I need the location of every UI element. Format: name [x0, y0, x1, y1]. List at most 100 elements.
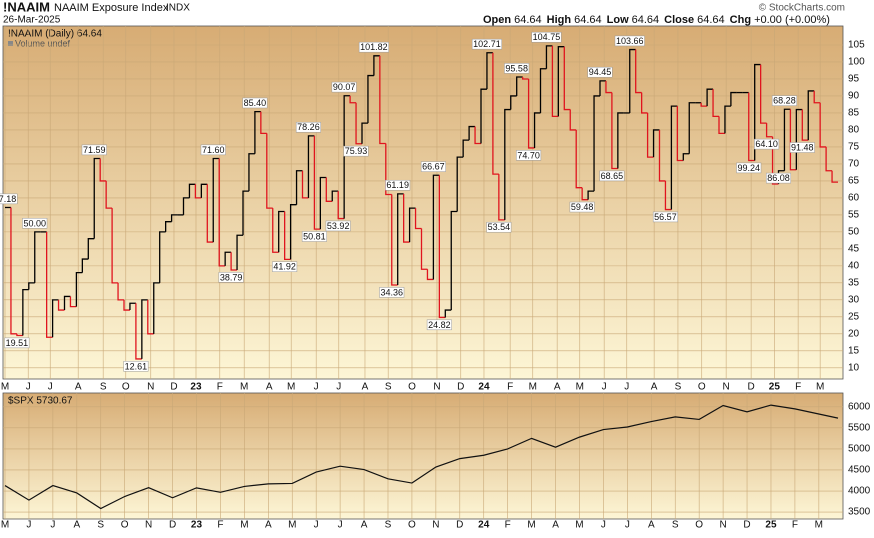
- step-segment: [724, 105, 731, 134]
- x-tick-label: M: [240, 520, 248, 531]
- y-tick-label: 95: [848, 74, 860, 85]
- step-segment: [391, 194, 398, 286]
- step-segment: [289, 204, 297, 260]
- step-segment: [200, 183, 208, 198]
- x-tick-label: A: [651, 382, 658, 393]
- step-segment: [230, 252, 238, 271]
- step-segment: [325, 177, 333, 202]
- data-label-box: [736, 162, 762, 174]
- step-segment: [700, 102, 708, 107]
- x-tick-label: F: [795, 382, 801, 393]
- step-segment: [337, 191, 345, 220]
- step-segment: [587, 190, 595, 200]
- step-segment: [385, 143, 392, 196]
- data-label-box: [486, 221, 512, 233]
- step-segment: [492, 52, 499, 175]
- step-segment: [57, 299, 65, 311]
- step-segment: [165, 221, 172, 232]
- x-tick-label: M: [576, 382, 584, 393]
- step-segment: [10, 207, 17, 335]
- data-label: 68.28: [773, 96, 796, 106]
- data-label: 104.75: [533, 32, 561, 42]
- y-tick-label: 45: [848, 244, 860, 255]
- x-tick-label: J: [314, 382, 319, 393]
- x-tick-label: F: [217, 520, 223, 531]
- x-tick-label: F: [792, 520, 798, 531]
- step-segment: [22, 289, 29, 336]
- x-tick-label: M: [815, 520, 823, 531]
- data-label-box: [218, 272, 244, 283]
- step-segment: [159, 231, 166, 283]
- step-segment: [611, 92, 618, 170]
- step-segment: [771, 136, 779, 185]
- quote-value: 64.64: [514, 14, 542, 26]
- step-segment: [343, 95, 351, 219]
- exchange: INDX: [166, 3, 190, 14]
- y-tick-label: 55: [848, 210, 860, 221]
- y-tick-label: 5000: [848, 444, 871, 455]
- step-segment: [557, 46, 565, 117]
- data-label: 61.19: [386, 180, 409, 190]
- x-tick-label: A: [75, 382, 82, 393]
- step-segment: [379, 55, 386, 145]
- x-tick-label: S: [385, 520, 392, 531]
- legend: $SPX 5730.67: [8, 396, 73, 407]
- quote-label: Close: [664, 14, 694, 26]
- quote-label: Low: [607, 14, 629, 26]
- x-tick-label: F: [505, 520, 511, 531]
- data-label: 41.92: [273, 262, 296, 272]
- step-segment: [170, 214, 178, 222]
- quote: Open 64.64 High 64.64 Low 64.64 Close 64.64 Chg +…: [483, 14, 830, 26]
- data-label: 59.48: [571, 202, 594, 212]
- x-tick-label: M: [575, 520, 583, 531]
- y-tick-label: 60: [848, 193, 860, 204]
- step-segment: [254, 110, 261, 154]
- y-tick-label: 105: [848, 40, 865, 51]
- step-segment: [301, 170, 309, 199]
- step-segment: [224, 251, 232, 266]
- step-segment: [319, 176, 327, 230]
- x-tick-label: O: [695, 520, 703, 531]
- x-tick-label: 25: [765, 520, 777, 531]
- x-tick-label: M: [529, 382, 537, 393]
- step-segment: [99, 158, 107, 182]
- step-segment: [51, 299, 59, 338]
- date: 26-Mar-2025: [3, 15, 61, 26]
- step-segment: [81, 258, 89, 273]
- x-tick-label: M: [288, 520, 296, 531]
- volume-icon: [8, 41, 13, 46]
- step-segment: [105, 180, 113, 209]
- data-label-box: [22, 218, 48, 229]
- x-tick-label: D: [169, 520, 176, 531]
- data-label: 53.54: [488, 222, 511, 232]
- y-tick-label: 85: [848, 108, 860, 119]
- x-tick-label: J: [601, 520, 606, 531]
- data-label-box: [587, 66, 613, 78]
- step-segment: [414, 208, 422, 230]
- step-segment: [688, 102, 696, 154]
- x-tick-label: D: [457, 382, 464, 393]
- y-tick-label: 3500: [848, 507, 871, 518]
- step-segment: [218, 158, 226, 267]
- step-segment: [212, 157, 220, 243]
- step-segment: [783, 108, 791, 171]
- data-label-box: [765, 172, 792, 184]
- data-label-box: [0, 193, 18, 205]
- step-segment: [498, 174, 505, 221]
- step-segment: [444, 309, 452, 318]
- step-segment: [510, 95, 517, 110]
- data-label-box: [200, 144, 226, 156]
- data-label-box: [754, 138, 780, 150]
- step-segment: [361, 122, 368, 144]
- step-segment: [450, 210, 458, 311]
- x-tick-label: F: [507, 382, 513, 393]
- legend: !NAAIM (Daily) 64.64: [8, 29, 102, 40]
- data-label-box: [4, 337, 30, 349]
- step-segment: [706, 88, 714, 107]
- x-tick-label: J: [48, 382, 53, 393]
- step-segment: [718, 116, 725, 134]
- data-label-box: [385, 179, 411, 191]
- x-tick-label: M: [1, 382, 9, 393]
- x-tick-label: N: [147, 382, 154, 393]
